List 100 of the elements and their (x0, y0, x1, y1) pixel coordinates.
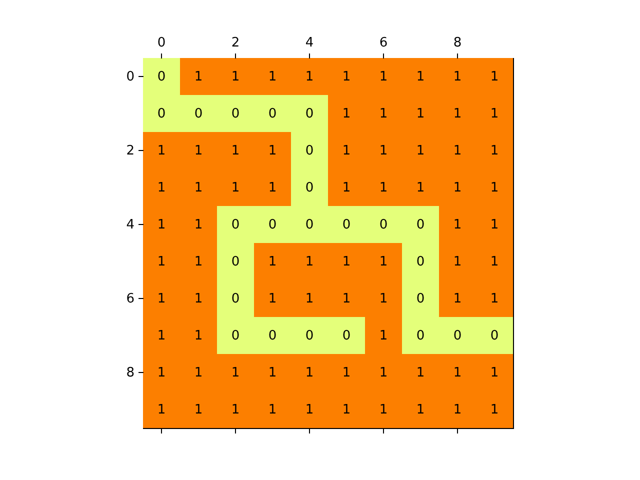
x-tick-label: 6 (379, 36, 388, 50)
y-tick-label: 4 (126, 218, 134, 232)
data-label: 1 (157, 218, 166, 232)
data-label: 1 (490, 70, 499, 84)
data-label: 1 (305, 254, 314, 270)
data-label: 1 (379, 254, 388, 270)
data-label: 1 (268, 292, 277, 306)
data-label: 1 (453, 292, 462, 306)
data-label: 1 (342, 366, 351, 380)
data-label: 1 (490, 292, 499, 306)
data-label: 1 (305, 70, 314, 84)
data-label: 0 (305, 180, 314, 196)
data-label: 1 (305, 292, 314, 306)
data-label: 1 (416, 180, 425, 196)
data-label: 1 (453, 144, 462, 158)
data-label: 1 (194, 144, 203, 158)
y-tick-label: 6 (126, 292, 134, 306)
data-label: 1 (379, 70, 388, 84)
data-label: 0 (453, 328, 462, 344)
data-label: 1 (453, 254, 462, 270)
data-label: 1 (490, 366, 499, 380)
data-label: 1 (231, 180, 240, 196)
data-label: 1 (490, 254, 499, 270)
data-label: 1 (194, 254, 203, 270)
y-tick-label: 8 (126, 366, 134, 380)
data-label: 1 (490, 180, 499, 196)
data-label: 1 (268, 402, 277, 418)
data-label: 0 (305, 218, 314, 232)
data-label: 0 (305, 106, 314, 122)
data-label: 1 (231, 402, 240, 418)
data-label: 1 (305, 402, 314, 418)
data-label: 0 (231, 292, 240, 306)
data-label: 1 (342, 402, 351, 418)
data-label: 1 (194, 328, 203, 344)
data-label: 1 (231, 70, 240, 84)
data-label: 0 (342, 328, 351, 344)
data-label: 1 (379, 106, 388, 122)
data-label: 0 (305, 144, 314, 158)
data-label: 1 (268, 70, 277, 84)
data-label: 1 (194, 70, 203, 84)
data-label: 1 (342, 292, 351, 306)
data-label: 1 (416, 144, 425, 158)
data-label: 0 (231, 328, 240, 344)
x-tick-label: 8 (453, 36, 462, 50)
data-label: 1 (379, 328, 388, 344)
data-label: 0 (231, 254, 240, 270)
data-label: 1 (453, 106, 462, 122)
data-label: 1 (342, 180, 351, 196)
data-label: 0 (305, 328, 314, 344)
data-label: 0 (416, 292, 425, 306)
y-tick-label: 0 (126, 70, 134, 84)
data-label: 1 (268, 144, 277, 158)
data-label: 1 (157, 180, 166, 196)
data-label: 1 (416, 70, 425, 84)
data-label: 1 (453, 366, 462, 380)
data-label: 1 (453, 180, 462, 196)
data-label: 1 (157, 328, 166, 344)
data-label: 1 (490, 106, 499, 122)
data-label: 0 (490, 328, 499, 344)
data-label: 1 (379, 402, 388, 418)
data-label: 1 (453, 218, 462, 232)
data-label: 0 (268, 106, 277, 122)
x-tick-label: 4 (305, 36, 314, 50)
data-label: 1 (268, 366, 277, 380)
data-label: 0 (157, 70, 166, 84)
data-label: 1 (305, 366, 314, 380)
x-tick-label: 2 (231, 36, 240, 50)
data-label: 1 (379, 292, 388, 306)
data-label: 1 (416, 402, 425, 418)
data-label: 0 (416, 328, 425, 344)
data-label: 0 (416, 218, 425, 232)
data-label: 1 (194, 180, 203, 196)
data-label: 0 (231, 106, 240, 122)
data-label: 1 (416, 106, 425, 122)
data-label: 1 (416, 366, 425, 380)
data-label: 1 (342, 106, 351, 122)
data-label: 1 (157, 402, 166, 418)
data-label: 1 (231, 144, 240, 158)
data-label: 1 (157, 144, 166, 158)
data-label: 1 (194, 218, 203, 232)
data-label: 1 (490, 218, 499, 232)
data-label: 1 (379, 366, 388, 380)
x-tick-label: 0 (157, 36, 166, 50)
data-label: 1 (194, 292, 203, 306)
data-label: 0 (268, 218, 277, 232)
data-label: 1 (342, 144, 351, 158)
data-label: 0 (157, 106, 166, 122)
data-label: 1 (268, 180, 277, 196)
data-label: 1 (453, 70, 462, 84)
data-label: 1 (453, 402, 462, 418)
data-label: 0 (416, 254, 425, 270)
data-label: 0 (231, 218, 240, 232)
data-label: 0 (342, 218, 351, 232)
data-label: 1 (379, 180, 388, 196)
data-label: 0 (379, 218, 388, 232)
y-tick-label: 2 (126, 144, 134, 158)
data-label: 1 (194, 366, 203, 380)
data-label: 1 (157, 292, 166, 306)
data-label: 1 (268, 254, 277, 270)
data-label: 0 (194, 106, 203, 122)
